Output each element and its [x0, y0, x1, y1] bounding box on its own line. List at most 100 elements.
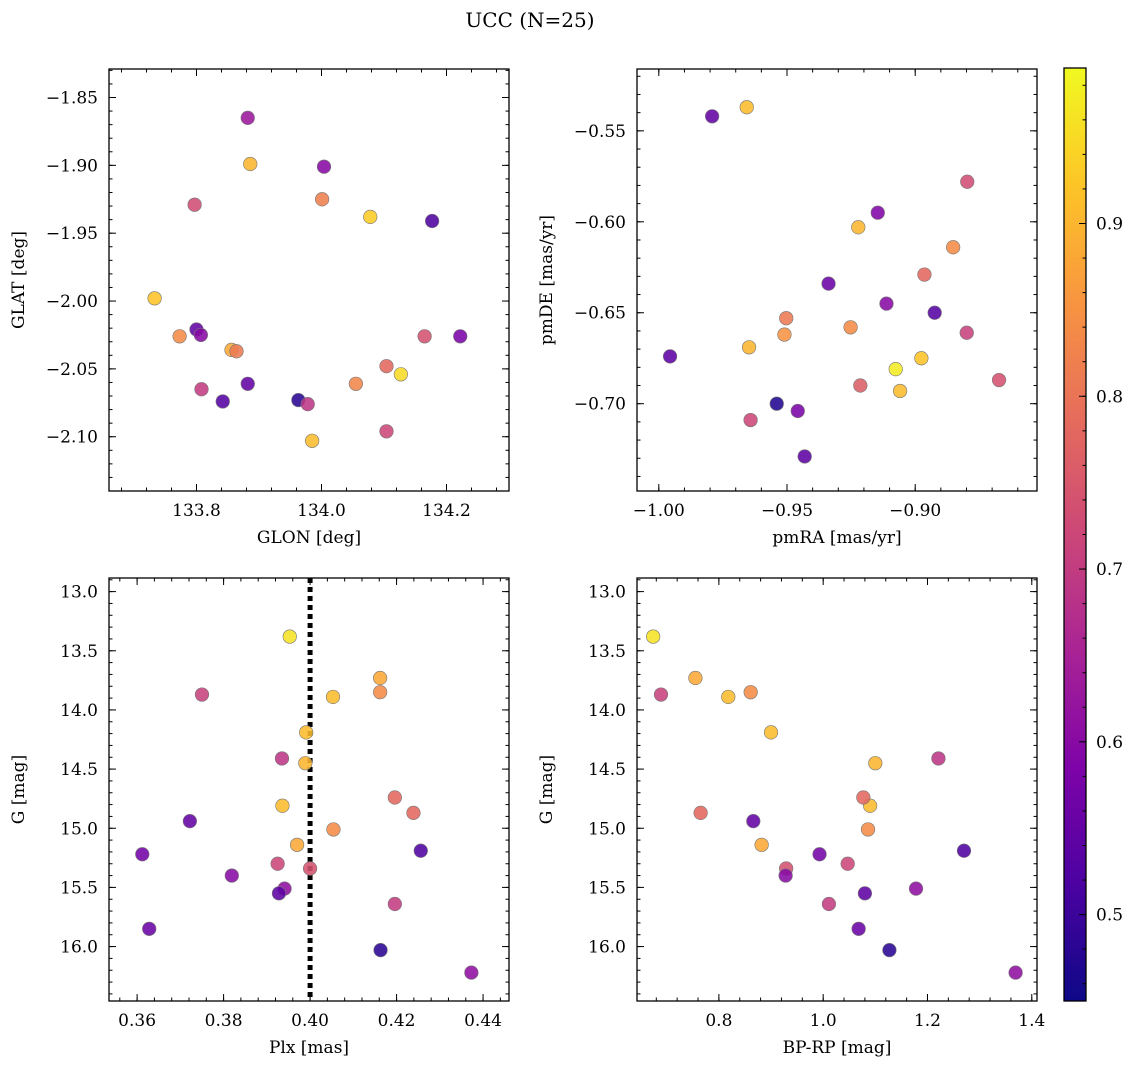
x-tick-label: 0.44	[464, 1011, 502, 1031]
minor-ticks	[637, 578, 1037, 1001]
axes-frame	[636, 68, 1038, 492]
y-tick-label: −1.85	[46, 88, 98, 108]
y-tick-label: 14.5	[60, 760, 98, 780]
data-point	[917, 267, 932, 282]
data-point	[274, 751, 290, 766]
y-axis-label: GLAT [deg]	[9, 231, 29, 329]
y-tick-label: −0.65	[574, 304, 626, 324]
y-tick-label: −0.70	[574, 395, 626, 415]
colorbar-tick-label: 0.7	[1096, 560, 1123, 580]
y-tick-label: −2.05	[46, 360, 98, 380]
panel-1: 133.8 134.0 134.2 −1.85 −1.90 −1.95 −2.00 −2.05…	[9, 68, 510, 548]
colorbar: 0.5 0.6 0.7 0.8 0.9	[1063, 67, 1123, 1002]
y-tick-label: 14.0	[588, 701, 626, 721]
axes-frame	[108, 68, 510, 492]
data-point	[743, 412, 758, 428]
x-tick-label: 0.36	[118, 1011, 156, 1031]
data-point	[135, 847, 150, 862]
data-point	[363, 209, 378, 225]
data-point	[464, 965, 479, 980]
data-point	[754, 837, 769, 852]
data-point	[387, 790, 402, 805]
data-point	[688, 670, 703, 686]
data-point	[927, 305, 942, 320]
data-point	[290, 837, 305, 852]
colorbar-tick-label: 0.8	[1096, 387, 1123, 407]
colorbar-tick-label: 0.6	[1096, 733, 1123, 753]
data-point	[646, 629, 661, 644]
data-point	[387, 896, 402, 912]
data-point	[956, 843, 972, 858]
data-point	[908, 881, 924, 896]
data-point	[348, 376, 363, 391]
data-point	[271, 886, 287, 901]
data-point	[946, 240, 961, 255]
data-point	[453, 329, 468, 344]
minor-ticks	[109, 69, 509, 492]
data-point	[778, 868, 793, 883]
data-point	[777, 327, 792, 342]
data-point	[282, 629, 297, 644]
data-point	[425, 213, 440, 229]
data-point	[379, 359, 394, 374]
data-point	[857, 886, 873, 901]
data-point	[914, 351, 929, 366]
data-point	[224, 868, 239, 883]
data-point	[853, 378, 868, 393]
data-point	[843, 320, 858, 335]
data-point	[892, 383, 908, 399]
data-point	[746, 814, 761, 829]
data-point	[693, 805, 708, 820]
y-tick-label: 14.5	[588, 760, 626, 780]
data-point	[705, 109, 720, 124]
y-tick-label: −2.00	[46, 292, 98, 312]
data-point	[299, 725, 314, 740]
y-axis-label: pmDE [mas/yr]	[537, 215, 557, 345]
data-point	[373, 685, 388, 700]
data-point	[1008, 965, 1023, 980]
data-point	[739, 100, 754, 115]
data-point	[821, 896, 837, 912]
data-point	[240, 376, 255, 391]
data-point	[215, 394, 230, 409]
data-point	[882, 943, 897, 958]
y-axis-label: G [mag]	[9, 755, 29, 824]
data-point	[743, 685, 758, 700]
data-point	[959, 325, 974, 340]
x-axis-label: pmRA [mas/yr]	[772, 528, 901, 548]
y-tick-label: 13.0	[588, 583, 626, 603]
panel-3: 0.36 0.38 0.40 0.42 0.44 13.0 13.5 14.0 14.5 15.0…	[9, 577, 510, 1058]
data-point	[413, 843, 428, 858]
data-point	[243, 156, 258, 172]
y-tick-label: 16.0	[588, 938, 626, 958]
data-point	[240, 110, 255, 125]
data-point	[797, 449, 812, 464]
data-point	[316, 159, 332, 174]
data-point	[763, 725, 779, 740]
y-tick-label: −0.60	[574, 213, 626, 233]
data-point	[325, 689, 341, 705]
x-tick-label: 1.0	[810, 1011, 837, 1031]
data-point	[298, 756, 313, 771]
data-point	[147, 291, 162, 306]
y-tick-label: 15.5	[60, 878, 98, 898]
data-point	[662, 349, 678, 364]
x-axis-label: BP-RP [mag]	[783, 1038, 892, 1058]
data-point	[851, 220, 866, 235]
data-point	[194, 687, 210, 702]
colorbar-gradient	[1064, 68, 1086, 1001]
axes-frame	[636, 577, 1038, 1002]
x-tick-label: −0.90	[889, 501, 941, 521]
data-point	[315, 192, 330, 207]
x-tick-label: 134.2	[422, 501, 471, 521]
x-tick-label: 0.8	[705, 1011, 732, 1031]
x-tick-label: 0.38	[205, 1011, 243, 1031]
minor-ticks	[637, 69, 1037, 491]
data-point	[888, 362, 903, 377]
data-point	[305, 433, 320, 448]
data-point	[379, 424, 394, 439]
data-point	[229, 344, 244, 359]
x-tick-label: 134.0	[297, 501, 346, 521]
data-point	[406, 805, 421, 820]
data-point	[769, 396, 784, 411]
